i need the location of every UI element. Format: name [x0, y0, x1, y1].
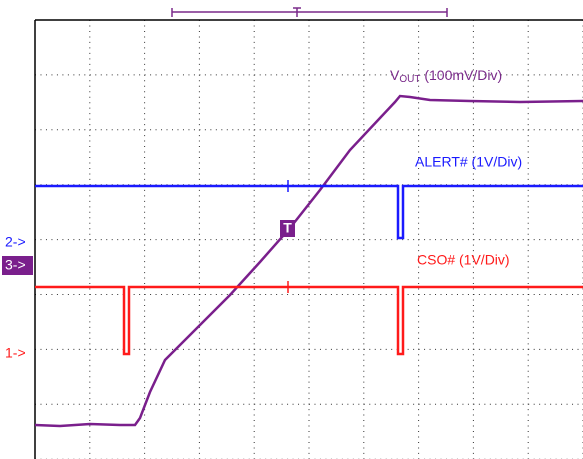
- vout-label-sub: OUT: [399, 74, 420, 85]
- time-bracket: [171, 7, 448, 17]
- ch2-marker: 2->: [5, 234, 26, 250]
- alert-label: ALERT# (1V/Div): [415, 154, 522, 170]
- vout-trace: [34, 94, 583, 428]
- ch3-marker-box: [2, 256, 33, 275]
- vout-label: VOUT (100mV/Div): [390, 67, 502, 85]
- cso-trace: [35, 285, 583, 356]
- alert-trace: [35, 184, 583, 240]
- ch1-marker: 1->: [5, 345, 26, 361]
- vout-label-rest: (100mV/Div): [420, 67, 502, 83]
- vout-label-main: V: [390, 67, 400, 83]
- trigger-box: [280, 220, 295, 237]
- trigger-label: T: [283, 220, 292, 236]
- ch3-marker: 3->: [5, 257, 26, 273]
- cso-label: CSO# (1V/Div): [417, 252, 510, 268]
- grid: [35, 20, 583, 459]
